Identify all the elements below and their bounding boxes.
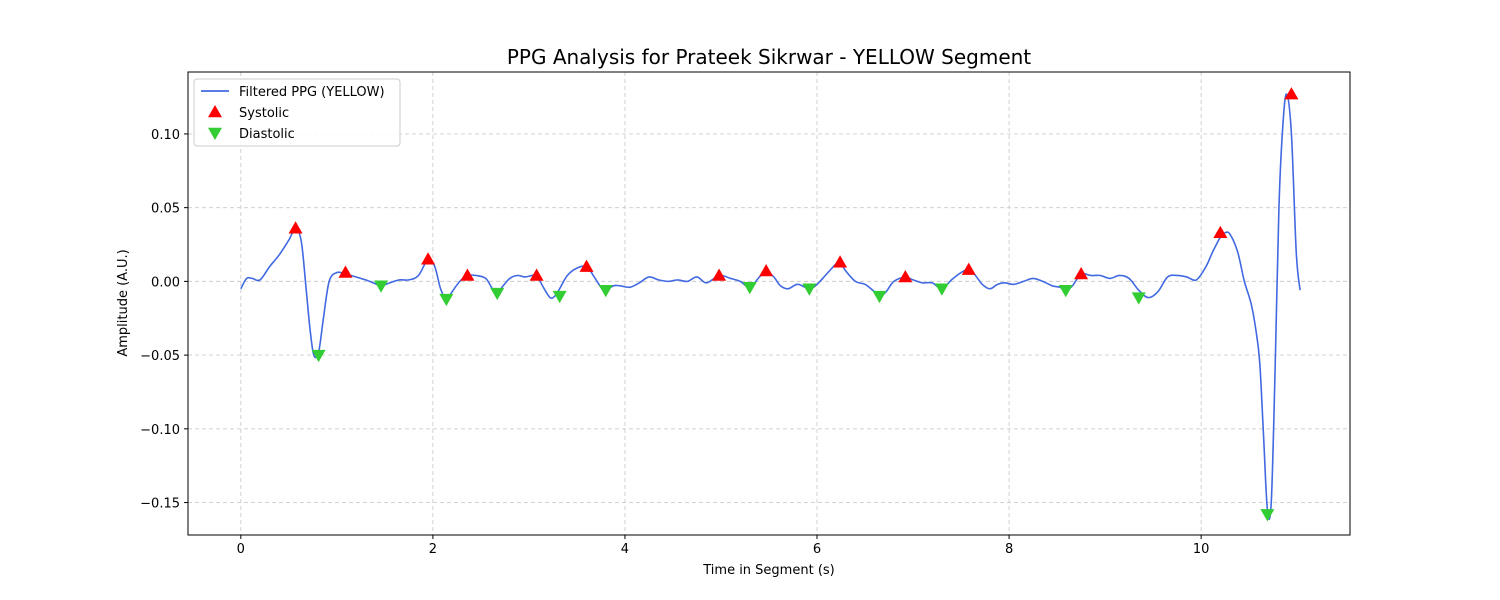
x-axis-label: Time in Segment (s) xyxy=(702,563,834,578)
diastolic-marker xyxy=(490,287,505,301)
y-tick-label: 0.10 xyxy=(151,128,180,143)
y-tick-label: −0.05 xyxy=(140,349,180,364)
diastolic-marker xyxy=(598,284,613,298)
systolic-marker xyxy=(421,252,436,265)
diastolic-marker xyxy=(552,290,567,304)
systolic-marker xyxy=(288,221,303,234)
x-tick-label: 0 xyxy=(237,542,245,557)
systolic-marker xyxy=(961,262,976,275)
systolic-marker xyxy=(898,269,913,283)
diastolic-marker xyxy=(742,282,757,295)
legend-label: Systolic xyxy=(239,106,289,121)
x-tick-label: 10 xyxy=(1193,542,1210,557)
y-tick-label: −0.10 xyxy=(140,423,180,438)
legend-diastolic-swatch xyxy=(208,127,222,140)
systolic-marker xyxy=(1074,267,1089,280)
systolic-marker xyxy=(338,265,353,278)
plot-area-frame xyxy=(187,71,1351,536)
axis-ticks: 0 2 4 6 8 10 −0.15 −0.10 −0.05 0.00 0.05 0.10 xyxy=(140,128,1209,557)
diastolic-marker xyxy=(802,283,817,296)
ppg-signal-line xyxy=(240,93,1301,520)
y-tick-label: 0.05 xyxy=(151,202,180,217)
systolic-marker xyxy=(712,268,727,281)
systolic-marker xyxy=(460,268,475,281)
x-tick-label: 2 xyxy=(429,542,437,557)
systolic-marker xyxy=(833,255,848,268)
legend-systolic-swatch xyxy=(208,105,222,118)
diastolic-marker xyxy=(1058,284,1073,298)
y-tick-label: −0.15 xyxy=(140,497,180,512)
systolic-marker xyxy=(1284,87,1299,100)
y-axis-label: Amplitude (A.U.) xyxy=(116,249,131,356)
diastolic-marker xyxy=(311,349,326,363)
diastolic-marker xyxy=(872,290,887,304)
diastolic-marker xyxy=(1131,292,1146,305)
systolic-marker xyxy=(529,268,544,281)
diastolic-marker xyxy=(934,283,949,296)
diastolic-marker xyxy=(1260,509,1275,522)
legend-box xyxy=(193,78,401,147)
diastolic-marker xyxy=(439,293,454,307)
data-layer xyxy=(240,87,1301,522)
systolic-marker xyxy=(759,264,774,277)
x-tick-label: 8 xyxy=(1005,542,1013,557)
x-tick-label: 6 xyxy=(813,542,821,557)
legend: Filtered PPG (YELLOW) Systolic Diastolic xyxy=(193,78,401,147)
systolic-marker xyxy=(1213,225,1228,238)
y-tick-label: 0.00 xyxy=(151,275,180,290)
legend-label: Diastolic xyxy=(239,127,295,142)
diastolic-marker xyxy=(374,280,389,293)
legend-label: Filtered PPG (YELLOW) xyxy=(239,85,385,100)
systolic-marker xyxy=(579,259,594,272)
chart-title: PPG Analysis for Prateek Sikrwar - YELLO… xyxy=(507,45,1031,69)
x-tick-label: 4 xyxy=(621,542,629,557)
grid xyxy=(188,72,1350,535)
